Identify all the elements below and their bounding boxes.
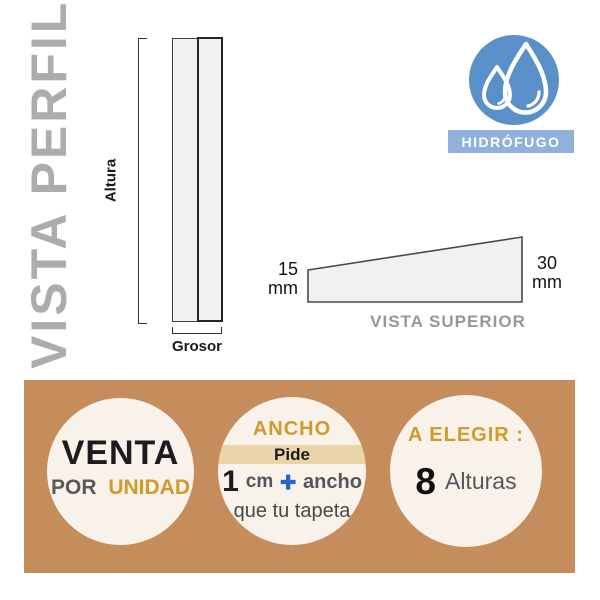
elegir-row: 8 Alturas [415,463,516,500]
sold-per-unit-circle: VENTA POR UNIDAD [47,398,194,545]
pide-strip: Pide [218,445,366,464]
width-formula: 1 cm + ancho [222,465,362,498]
plus-icon: + [280,466,297,497]
venta-title: VENTA [61,434,180,472]
formula-quantity: 1 [222,465,239,498]
top-view-left-dimension: 15 mm [252,260,298,298]
height-dimension-label: Altura [102,158,120,203]
thickness-dimension-bracket [172,327,222,334]
venta-por-text: POR [50,476,97,499]
elegir-title: A ELEGIR : [408,424,524,446]
heights-count: 8 [415,461,436,502]
venta-unidad-text: UNIDAD [108,476,191,499]
formula-rest: ancho [303,470,362,493]
ancho-title: ANCHO [252,418,332,440]
thickness-dimension-label: Grosor [171,338,222,355]
hydrophobic-badge: HIDRÓFUGO [448,130,574,153]
pide-label: Pide [274,444,310,464]
heights-label: Alturas [444,468,517,494]
profile-board-left [172,38,198,322]
left-dimension-unit: mm [268,278,298,298]
profile-board-right [197,37,223,322]
top-view-shape [307,236,523,303]
right-dimension-unit: mm [532,272,562,292]
width-instruction-circle: ANCHO Pide 1 cm + ancho que tu tapeta [218,397,366,545]
width-formula-note: que tu tapeta [233,500,351,522]
top-view-title: VISTA SUPERIOR [370,312,526,331]
water-drops-icon [469,35,559,125]
profile-view-title: VISTA PERFIL [21,0,77,369]
right-dimension-value: 30 [536,253,558,273]
venta-subtitle: POR UNIDAD [51,476,190,500]
formula-unit: cm [245,471,274,492]
left-dimension-value: 15 [277,259,298,279]
hydrophobic-badge-label: HIDRÓFUGO [461,133,561,150]
height-dimension-bracket [138,38,147,324]
height-choice-circle: A ELEGIR : 8 Alturas [390,395,542,547]
top-view-right-dimension: 30 mm [522,254,572,292]
